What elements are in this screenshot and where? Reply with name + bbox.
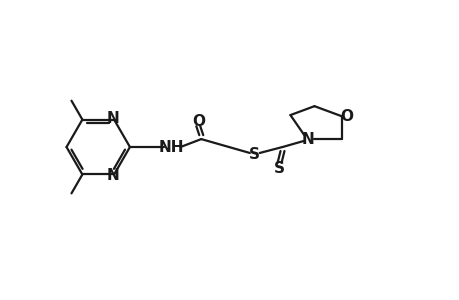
Text: O: O <box>191 114 204 129</box>
Text: N: N <box>301 132 314 147</box>
Text: N: N <box>106 111 119 126</box>
Text: NH: NH <box>158 140 184 154</box>
Text: N: N <box>106 168 119 183</box>
Text: S: S <box>274 161 285 176</box>
Text: O: O <box>340 109 353 124</box>
Text: S: S <box>249 148 260 163</box>
